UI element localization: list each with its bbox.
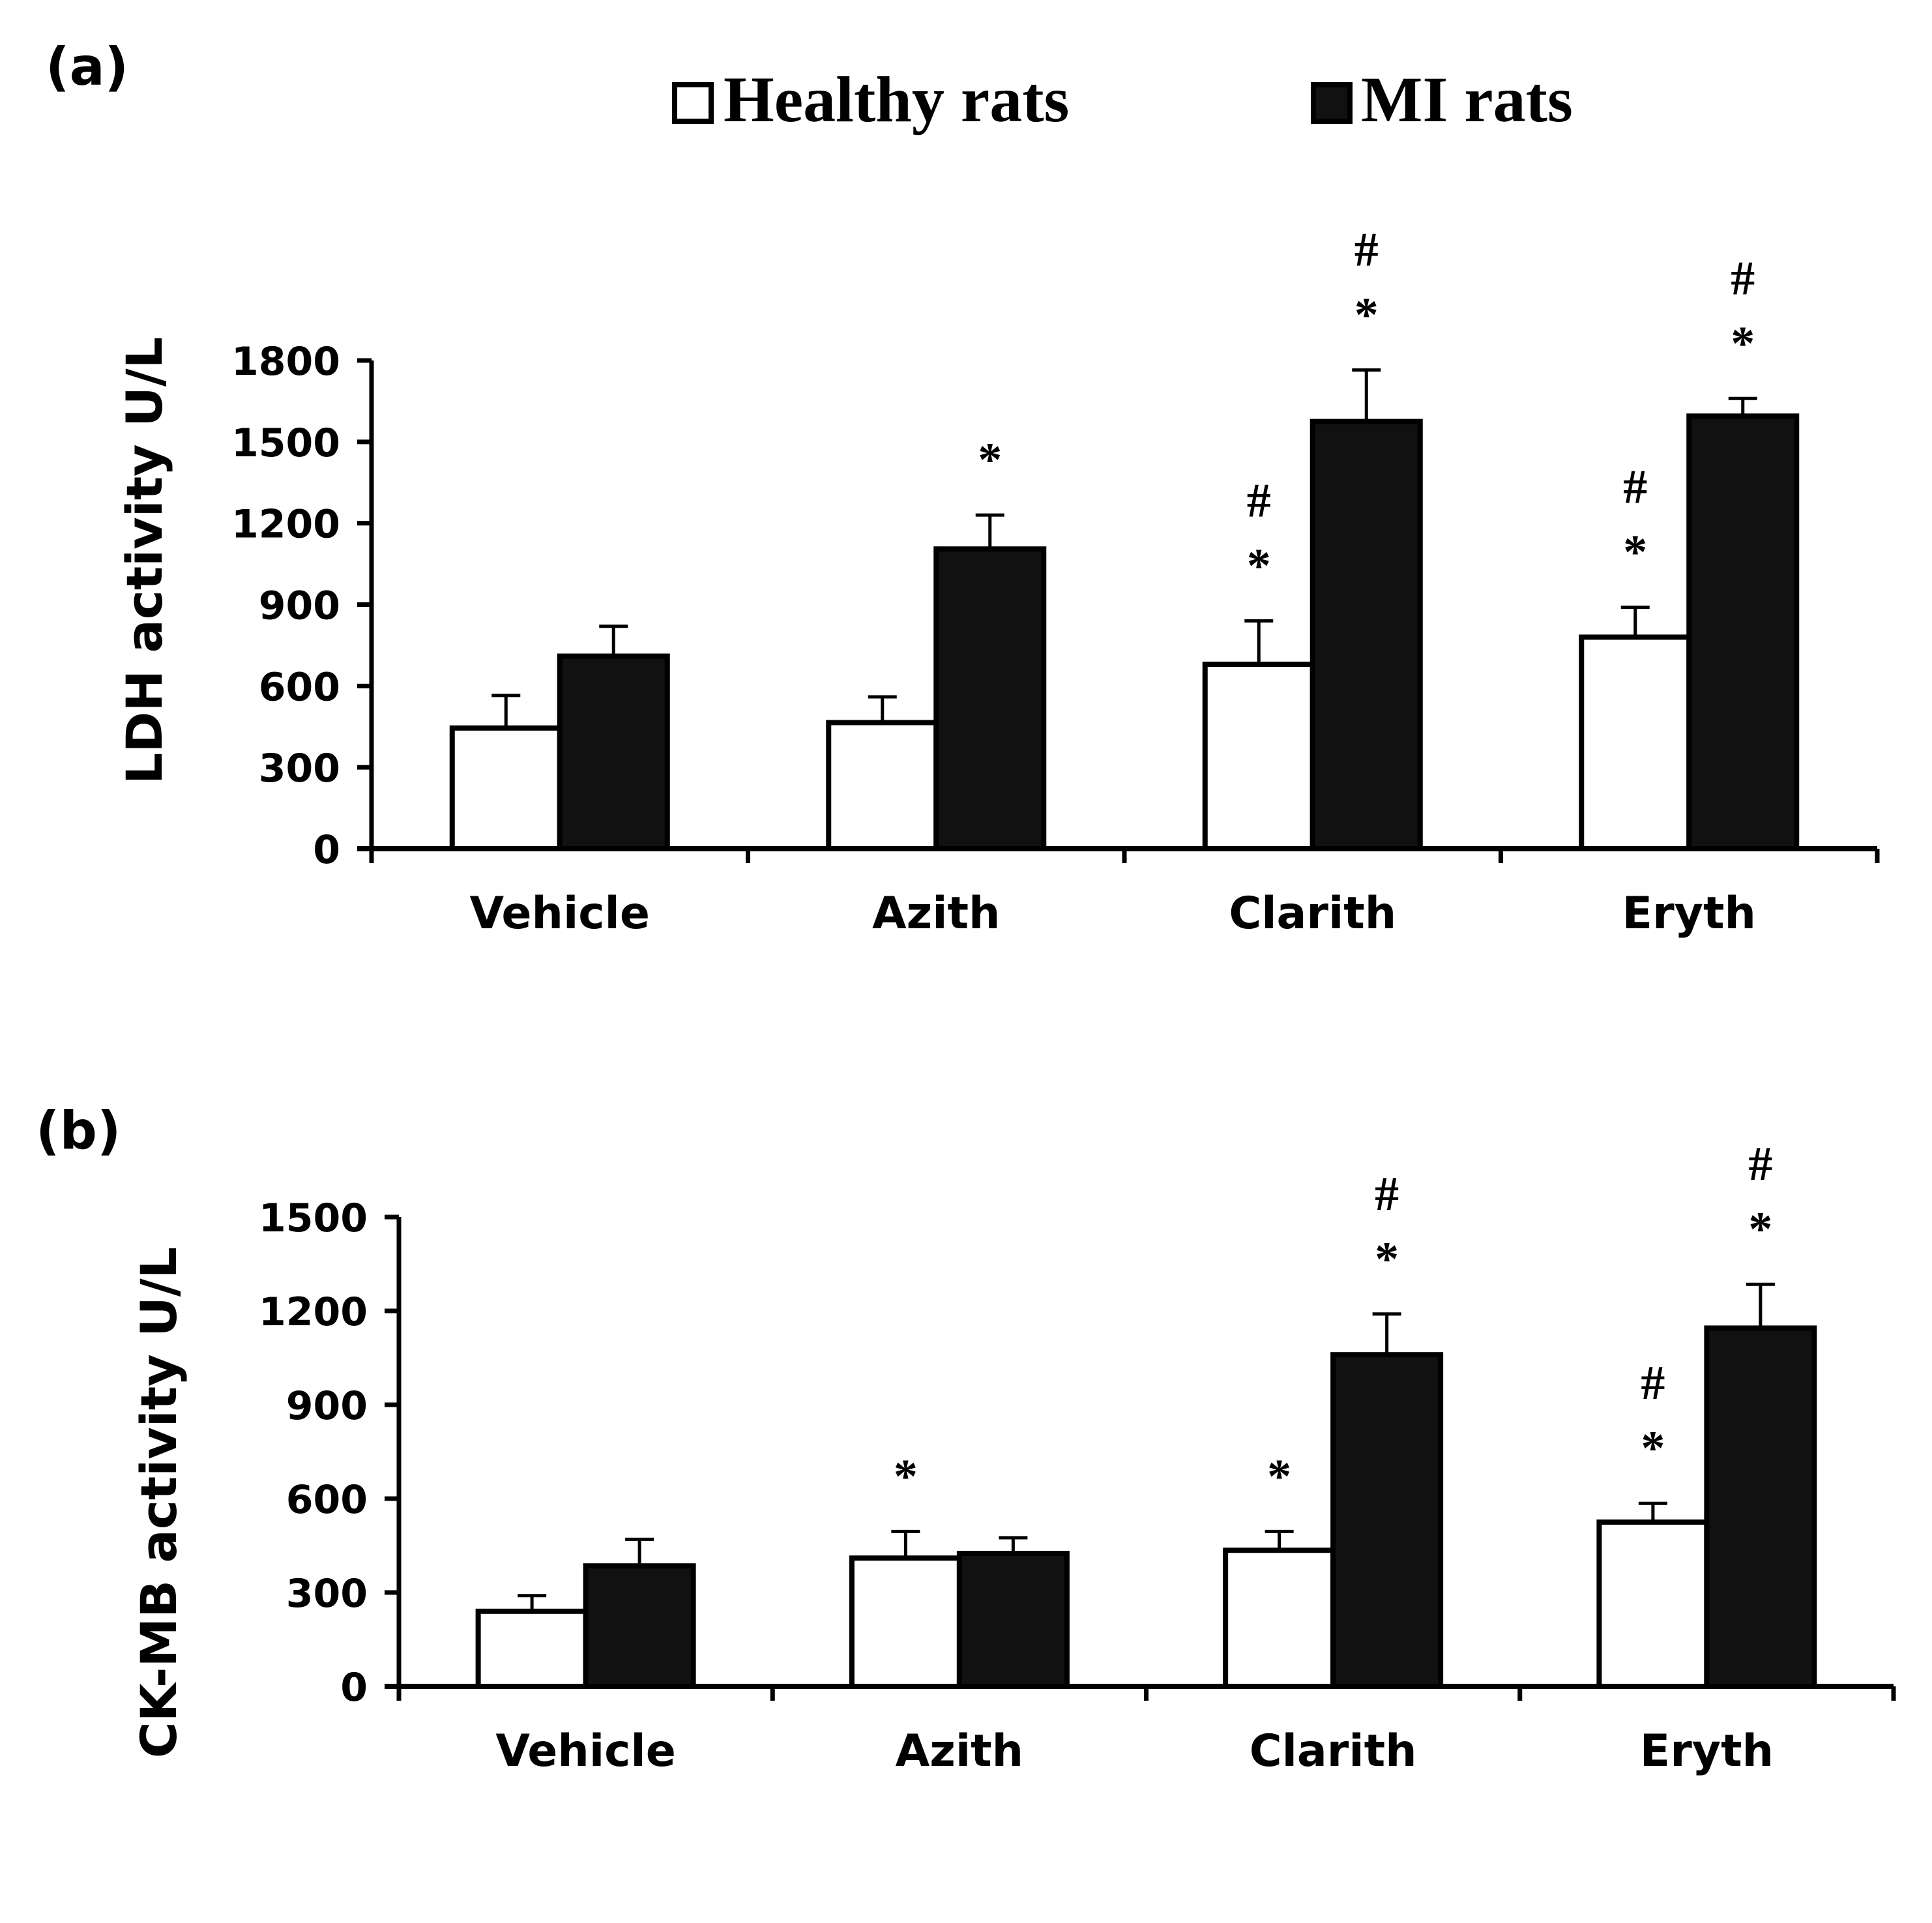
- panel-b-bar-mi-eryth-hash-annotation: #: [1748, 1138, 1772, 1191]
- panel-a-bar-healthy-clarith-hash-annotation: #: [1247, 474, 1271, 527]
- panel-a-bar-healthy-eryth: [1579, 634, 1692, 852]
- panel-a-ldh-chart: (a) LDH activity U/L 0 300 600 900 1200 1500 1…: [46, 37, 1880, 939]
- panel-b-bar-healthy-vehicle: [475, 1608, 589, 1690]
- panel-b-bar-mi-azith: [956, 1551, 1070, 1689]
- panel-a-bar-healthy-eryth-star-annotation: *: [1623, 526, 1647, 580]
- panel-b-x-tick-label: Vehicle: [495, 1725, 675, 1777]
- panel-b-bar-healthy-clarith-star-annotation: *: [1267, 1450, 1291, 1503]
- panel-a-x-tick-label: Eryth: [1622, 888, 1756, 939]
- panel-b-bar-mi-clarith-star-annotation: *: [1375, 1233, 1399, 1286]
- panel-a-y-tick-label: 1200: [231, 502, 340, 548]
- panel-b-y-axis-label: CK-MB activity U/L: [130, 1247, 188, 1758]
- panel-b-ckmb-chart: (b) CK-MB activity U/L 0 300 600 900 1200 150…: [36, 1100, 1896, 1777]
- panel-a-y-tick-label: 1500: [231, 420, 340, 466]
- panel-a-label: (a): [46, 37, 128, 97]
- legend-mi-swatch: [1311, 82, 1353, 124]
- panel-b-bar-healthy-eryth-hash-annotation: #: [1641, 1357, 1665, 1410]
- panel-b-bar-mi-clarith: [1330, 1352, 1444, 1689]
- panel-b-y-tick-label: 900: [286, 1383, 368, 1429]
- panel-a-y-tick-label: 1800: [231, 339, 340, 385]
- panel-a-bar-healthy-vehicle: [449, 725, 563, 852]
- panel-b-y-tick-label: 1200: [259, 1289, 368, 1335]
- panel-b-label: (b): [36, 1100, 121, 1161]
- panel-a-y-tick-label: 0: [313, 827, 340, 873]
- panel-b-bar-mi-vehicle: [583, 1563, 696, 1689]
- legend: Healthy rats MI rats: [672, 63, 1573, 136]
- panel-b-bar-healthy-eryth-star-annotation: *: [1641, 1422, 1665, 1475]
- panel-b-bar-mi-clarith-hash-annotation: #: [1375, 1167, 1399, 1221]
- panel-a-bar-healthy-clarith-star-annotation: *: [1247, 539, 1271, 593]
- panel-b-y-tick-label: 600: [286, 1477, 368, 1523]
- panel-a-bar-mi-azith-star-annotation: *: [978, 433, 1002, 487]
- panel-a-y-tick-label: 600: [259, 664, 340, 710]
- panel-a-bar-mi-eryth: [1686, 413, 1800, 851]
- panel-b-x-tick-label: Clarith: [1250, 1725, 1417, 1777]
- panel-a-x-tick-label: Vehicle: [470, 888, 650, 939]
- panel-a-bar-mi-vehicle: [557, 653, 670, 851]
- panel-b-bar-healthy-eryth: [1596, 1519, 1710, 1689]
- legend-healthy-swatch: [672, 82, 714, 124]
- panel-b-x-tick-label: Azith: [896, 1725, 1023, 1777]
- panel-a-bar-healthy-eryth-hash-annotation: #: [1623, 461, 1647, 514]
- panel-a-y-axis-label: LDH activity U/L: [115, 337, 173, 784]
- panel-b-bar-mi-eryth: [1704, 1325, 1817, 1689]
- panel-b-bar-healthy-azith-star-annotation: *: [894, 1450, 918, 1503]
- panel-b-marks: 0 300 600 900 1200 1500 Vehicle Azith * Clarith * *…: [259, 1138, 1896, 1777]
- panel-a-bar-mi-clarith: [1310, 418, 1423, 851]
- panel-a-y-tick-label: 900: [259, 583, 340, 629]
- panel-a-bar-mi-clarith-hash-annotation: #: [1354, 224, 1379, 277]
- panel-b-bar-mi-eryth-star-annotation: *: [1748, 1203, 1772, 1256]
- panel-a-x-tick-label: Azith: [872, 888, 1000, 939]
- panel-a-bar-mi-azith: [933, 546, 1047, 851]
- panel-a-bar-mi-clarith-star-annotation: *: [1354, 289, 1379, 342]
- panel-b-bar-healthy-azith: [849, 1555, 962, 1689]
- panel-a-bar-healthy-azith: [826, 720, 939, 851]
- panel-b-x-tick-label: Eryth: [1640, 1725, 1774, 1777]
- legend-healthy-label: Healthy rats: [724, 63, 1069, 136]
- panel-a-x-tick-label: Clarith: [1229, 888, 1396, 939]
- panel-a-bar-healthy-clarith: [1202, 662, 1315, 851]
- legend-mi-label: MI rats: [1361, 63, 1573, 136]
- panel-a-marks: 0 300 600 900 1200 1500 1800 Vehicle Azith * Clari…: [231, 224, 1880, 939]
- panel-b-bar-healthy-clarith: [1223, 1548, 1336, 1689]
- panel-b-y-tick-label: 300: [286, 1571, 368, 1617]
- panel-b-y-tick-label: 0: [340, 1665, 368, 1710]
- panel-b-y-tick-label: 1500: [259, 1196, 368, 1241]
- panel-a-bar-mi-eryth-star-annotation: *: [1731, 317, 1755, 370]
- panel-a-bar-mi-eryth-hash-annotation: #: [1731, 252, 1755, 305]
- panel-a-y-tick-label: 300: [259, 746, 340, 791]
